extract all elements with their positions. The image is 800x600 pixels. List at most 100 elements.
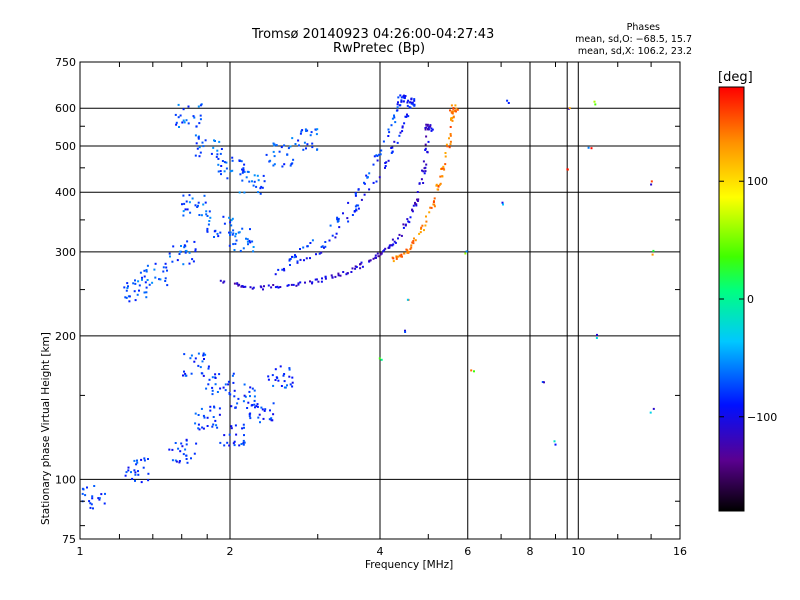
data-point <box>365 174 368 177</box>
data-point <box>208 378 211 381</box>
data-point <box>251 387 254 390</box>
data-point <box>406 298 409 301</box>
data-point <box>104 492 106 495</box>
data-point <box>445 143 448 146</box>
data-point <box>414 239 417 242</box>
data-point <box>143 269 146 272</box>
data-point <box>543 381 545 384</box>
data-point <box>391 244 394 247</box>
data-point <box>403 122 406 125</box>
data-point <box>213 230 216 233</box>
data-point <box>190 372 193 375</box>
data-point <box>136 459 138 462</box>
data-point <box>100 493 103 496</box>
data-point <box>241 427 244 430</box>
data-point <box>292 158 295 161</box>
data-point <box>138 284 141 287</box>
data-point <box>197 201 200 204</box>
data-point <box>145 286 148 289</box>
data-point <box>426 150 429 153</box>
data-point <box>153 268 156 271</box>
data-point <box>146 264 149 267</box>
data-point <box>207 383 210 386</box>
data-point <box>211 425 214 428</box>
data-point <box>130 471 132 474</box>
data-point <box>133 469 136 472</box>
data-point <box>422 182 425 184</box>
data-point <box>423 167 426 170</box>
data-point <box>179 114 182 117</box>
data-point <box>399 255 402 258</box>
data-point <box>383 249 386 252</box>
data-point <box>272 384 275 387</box>
data-point <box>189 211 192 214</box>
data-point <box>90 503 93 506</box>
data-point <box>190 354 193 357</box>
data-point <box>199 151 202 154</box>
data-point <box>134 479 136 482</box>
data-point <box>222 215 225 218</box>
data-point <box>198 428 201 431</box>
data-point <box>270 286 273 289</box>
data-point <box>388 245 391 248</box>
data-point <box>444 163 447 166</box>
data-point <box>449 109 451 112</box>
data-point <box>204 353 207 356</box>
data-point <box>242 169 245 172</box>
data-point <box>310 131 313 134</box>
data-point <box>359 263 361 266</box>
data-point <box>363 193 366 196</box>
data-point <box>409 216 412 219</box>
data-point <box>242 400 245 403</box>
data-point <box>178 460 181 462</box>
data-point <box>206 230 209 233</box>
data-point <box>202 354 205 357</box>
data-point <box>587 146 590 149</box>
data-point <box>243 170 246 173</box>
data-point <box>320 251 323 254</box>
data-point <box>590 147 593 150</box>
data-point <box>380 252 383 255</box>
data-point <box>233 389 236 392</box>
data-point <box>192 115 195 118</box>
data-point <box>249 395 251 398</box>
data-point <box>425 220 428 223</box>
data-point <box>320 246 323 248</box>
data-point <box>291 376 294 379</box>
data-point <box>412 242 415 245</box>
data-point <box>345 273 348 276</box>
data-point <box>241 227 244 230</box>
data-point <box>257 191 259 194</box>
data-point <box>217 163 220 166</box>
data-point <box>194 357 197 360</box>
data-point <box>128 295 131 298</box>
data-point <box>124 474 127 477</box>
data-point <box>271 419 274 422</box>
data-point <box>272 413 275 416</box>
data-point <box>81 487 84 490</box>
data-point <box>257 416 260 419</box>
data-point <box>309 134 312 137</box>
data-point <box>211 386 214 389</box>
data-point <box>442 165 445 168</box>
data-point <box>222 281 225 284</box>
data-point <box>430 129 433 132</box>
data-point <box>137 280 140 283</box>
data-point <box>422 170 425 173</box>
x-tick-label: 10 <box>571 545 585 558</box>
data-point <box>387 128 390 131</box>
data-point <box>223 444 226 447</box>
data-point <box>143 275 146 278</box>
data-point <box>402 223 405 226</box>
data-point <box>257 179 260 182</box>
data-point <box>181 445 184 448</box>
data-point <box>126 287 129 289</box>
data-point <box>451 111 454 114</box>
data-point <box>337 218 339 221</box>
data-point <box>397 101 399 104</box>
data-point <box>171 448 174 451</box>
data-point <box>175 121 178 124</box>
data-point <box>274 379 277 381</box>
data-point <box>246 238 249 241</box>
data-point <box>402 95 405 98</box>
